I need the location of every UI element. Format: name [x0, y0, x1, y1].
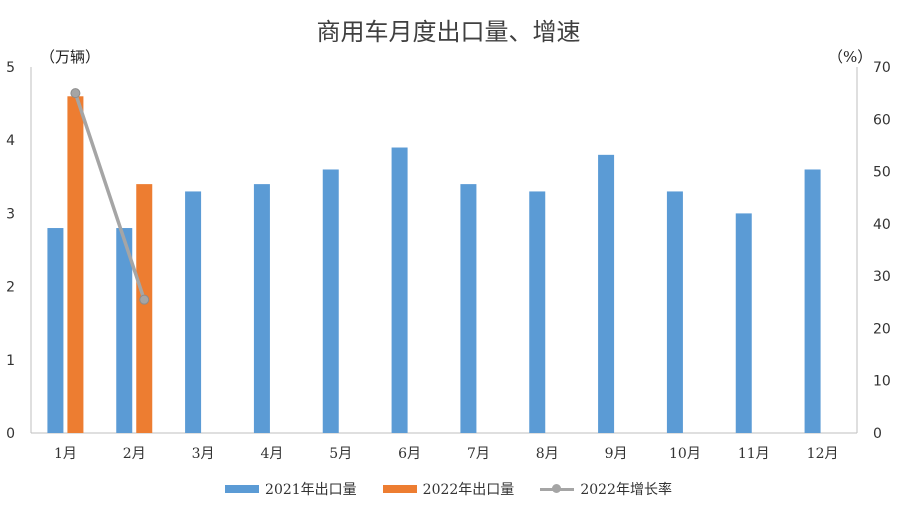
legend-item-2022-exports: 2022年出口量: [382, 479, 515, 499]
bar-2021-exports: [735, 213, 752, 433]
right-axis-unit-label: （%）: [828, 48, 873, 66]
x-axis-category-label: 11月: [738, 446, 770, 462]
x-axis-category-label: 3月: [192, 446, 215, 462]
legend-label-2022-growth: 2022年增长率: [580, 482, 672, 498]
x-axis-category-label: 7月: [467, 446, 490, 462]
chart-legend: 2021年出口量 2022年出口量 2022年增长率: [0, 479, 897, 499]
left-axis-tick-label: 1: [6, 353, 15, 369]
x-axis-category-label: 8月: [536, 446, 559, 462]
bar-2021-exports: [391, 147, 408, 433]
legend-swatch-2021-exports: [225, 485, 260, 493]
x-axis-category-label: 12月: [807, 446, 839, 462]
bar-2021-exports: [666, 191, 683, 433]
legend-item-2022-growth: 2022年增长率: [540, 479, 672, 499]
bar-2021-exports: [116, 228, 133, 433]
left-axis-tick-label: 5: [6, 60, 15, 76]
right-axis-tick-label: 0: [873, 426, 882, 442]
legend-swatch-2022-exports: [382, 485, 417, 493]
x-axis-category-label: 10月: [669, 446, 701, 462]
right-axis-tick-label: 10: [873, 374, 891, 390]
x-axis-category-label: 6月: [398, 446, 421, 462]
bar-2021-exports: [529, 191, 546, 433]
x-axis-category-label: 9月: [605, 446, 628, 462]
left-axis-unit-label: （万辆）: [40, 48, 101, 66]
bar-2021-exports: [185, 191, 202, 433]
bar-2022-exports: [67, 96, 84, 433]
right-axis-tick-label: 30: [873, 269, 891, 285]
left-axis-tick-label: 4: [6, 133, 15, 149]
right-axis-tick-label: 70: [873, 60, 891, 76]
bar-2021-exports: [47, 228, 64, 433]
legend-label-2022-exports: 2022年出口量: [422, 482, 515, 498]
right-axis-tick-label: 60: [873, 112, 891, 128]
x-axis-category-label: 5月: [329, 446, 352, 462]
legend-item-2021-exports: 2021年出口量: [225, 479, 357, 499]
left-axis-tick-label: 2: [6, 280, 15, 296]
chart-title: 商用车月度出口量、增速: [316, 18, 581, 46]
legend-label-2021-exports: 2021年出口量: [265, 482, 357, 498]
bar-2021-exports: [598, 154, 615, 433]
left-axis-tick-label: 3: [6, 206, 15, 222]
right-axis-tick-label: 40: [873, 217, 891, 233]
right-axis-tick-label: 20: [873, 321, 891, 337]
point-2022-growth: [139, 294, 150, 305]
bar-2021-exports: [804, 169, 821, 434]
bar-2021-exports: [460, 184, 477, 433]
right-axis-tick-label: 50: [873, 165, 891, 181]
x-axis-category-label: 2月: [123, 446, 146, 462]
legend-swatch-2022-growth: [540, 484, 575, 494]
bar-2022-exports: [136, 184, 153, 433]
bar-2021-exports: [322, 169, 339, 434]
point-2022-growth: [70, 88, 81, 99]
line-2022-growth: [73, 92, 146, 301]
x-axis-category-label: 4月: [260, 446, 283, 462]
bar-2021-exports: [253, 184, 270, 433]
x-axis-category-label: 1月: [54, 446, 77, 462]
left-axis-tick-label: 0: [6, 426, 15, 442]
